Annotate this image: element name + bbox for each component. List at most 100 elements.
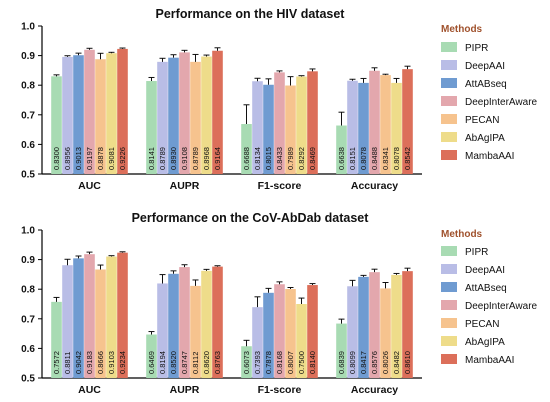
bar [391, 82, 402, 174]
data-label: 0.8151 [348, 147, 357, 170]
data-label: 0.9013 [74, 147, 83, 170]
bar [241, 346, 252, 378]
bar [380, 288, 391, 378]
legend-swatch [441, 60, 457, 70]
plot-area: 0.50.60.70.80.91.00.8300 0.8956 0.9013 0.91… [21, 22, 422, 192]
bar [252, 307, 263, 378]
data-label: 0.8520 [169, 351, 178, 374]
legend-label: DeepAAI [465, 265, 505, 276]
data-label: 0.8469 [308, 147, 317, 170]
legend-swatch [441, 354, 457, 364]
bar [146, 334, 157, 378]
data-label: 0.6469 [147, 351, 156, 374]
bar [358, 276, 369, 378]
legend-label: PECAN [465, 319, 499, 330]
bar [252, 81, 263, 174]
data-label: 0.8292 [297, 147, 306, 170]
data-label: 0.8007 [286, 351, 295, 374]
legend-label: DeepInterAware [465, 301, 538, 312]
data-label: 0.8134 [253, 147, 262, 170]
bar [307, 71, 318, 174]
legend-swatch [441, 132, 457, 142]
x-tick-label: F1-score [258, 180, 302, 192]
legend-swatch [441, 282, 457, 292]
data-label: 0.8341 [381, 147, 390, 170]
bar [347, 80, 358, 174]
bar [201, 56, 212, 175]
data-label: 0.7878 [264, 351, 273, 374]
legend-label: DeepInterAware [465, 97, 538, 108]
data-label: 0.8078 [359, 147, 368, 170]
legend-label: DeepAAI [465, 61, 505, 72]
data-label: 0.9103 [107, 351, 116, 374]
legend: Methods PIPR DeepAAI AttABseq DeepInterAwar… [441, 24, 538, 162]
data-label: 0.9226 [118, 147, 127, 170]
y-tick-label: 0.8 [21, 285, 35, 296]
data-label: 0.8968 [202, 147, 211, 170]
legend-label: MambaAAI [465, 355, 514, 366]
data-label: 0.6073 [242, 351, 251, 374]
data-label: 0.8763 [213, 351, 222, 374]
bar [73, 258, 84, 378]
legend-label: MambaAAI [465, 151, 514, 162]
x-tick-label: F1-score [258, 384, 302, 396]
bar [212, 266, 223, 378]
y-tick-label: 0.9 [21, 51, 35, 62]
bar [179, 267, 190, 378]
data-label: 0.8789 [191, 147, 200, 170]
data-label: 0.6839 [337, 351, 346, 374]
bar [369, 272, 380, 378]
data-label: 0.8878 [96, 147, 105, 170]
data-label: 0.8099 [348, 351, 357, 374]
data-label: 0.8956 [63, 147, 72, 170]
bar [336, 125, 347, 174]
x-tick-label: Accuracy [351, 180, 398, 192]
bar [391, 274, 402, 378]
legend-swatch [441, 264, 457, 274]
bar [106, 53, 117, 174]
bar [274, 72, 285, 174]
y-tick-label: 0.7 [21, 314, 35, 325]
data-label: 0.8140 [308, 351, 317, 374]
data-label: 0.8789 [158, 147, 167, 170]
data-label: 0.9164 [213, 147, 222, 170]
bar [263, 292, 274, 378]
bar [369, 70, 380, 174]
legend-label: AbAgIPA [465, 337, 505, 348]
data-label: 0.8194 [158, 351, 167, 374]
bar [285, 85, 296, 174]
plot-area: 0.50.60.70.80.91.00.7572 0.8811 0.9042 0.91… [21, 226, 422, 396]
bar [62, 56, 73, 174]
bar [106, 256, 117, 378]
data-label: 0.9183 [85, 351, 94, 374]
bar [117, 48, 128, 174]
bar [190, 285, 201, 378]
y-tick-label: 0.9 [21, 255, 35, 266]
legend-title: Methods [441, 229, 483, 240]
data-label: 0.8747 [180, 351, 189, 374]
legend-swatch [441, 42, 457, 52]
chart-title: Performance on the CoV-AbDab dataset [132, 211, 370, 225]
bar [168, 273, 179, 378]
y-tick-label: 0.6 [21, 344, 35, 355]
bar [62, 265, 73, 378]
bar [212, 50, 223, 174]
data-label: 0.8811 [63, 352, 72, 374]
legend-swatch [441, 300, 457, 310]
chart-panel-hiv: Performance on the HIV dataset 0.5 0.6 0.7… [21, 7, 537, 192]
bar [146, 81, 157, 174]
data-label: 0.7989 [286, 147, 295, 170]
y-tick-label: 0.8 [21, 81, 35, 92]
legend-label: PIPR [465, 247, 488, 258]
data-label: 0.9108 [180, 147, 189, 170]
legend-label: PECAN [465, 115, 499, 126]
bar [380, 75, 391, 174]
legend-label: PIPR [465, 43, 488, 54]
data-label: 0.9234 [118, 351, 127, 374]
data-label: 0.9197 [85, 147, 94, 170]
bar [190, 61, 201, 175]
bar [263, 84, 274, 174]
legend-swatch [441, 318, 457, 328]
bar [157, 61, 168, 175]
